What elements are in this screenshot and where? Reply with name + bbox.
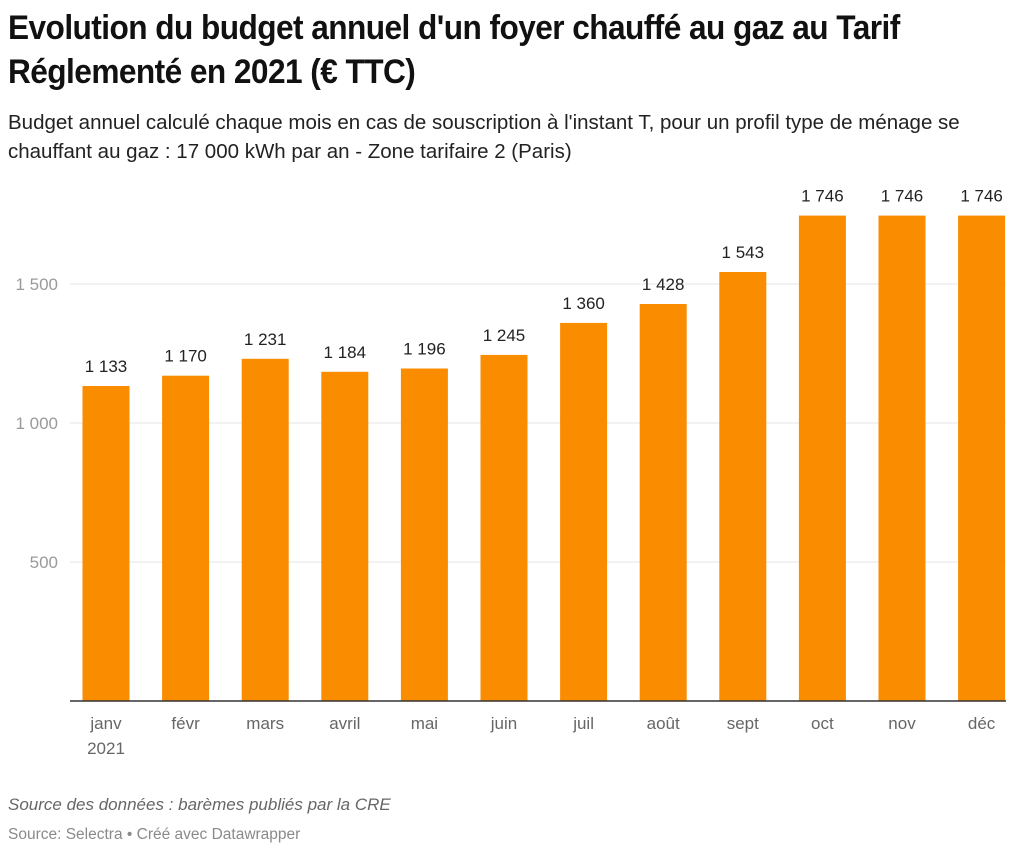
bar <box>321 371 369 701</box>
chart-subtitle: Budget annuel calculé chaque mois en cas… <box>8 111 960 163</box>
grid-lines <box>70 283 1006 563</box>
value-label: 1 746 <box>801 187 844 206</box>
bar <box>82 386 130 701</box>
x-tick-label: nov <box>888 714 916 733</box>
bar <box>719 272 767 701</box>
bars <box>82 215 1006 701</box>
bar <box>400 368 448 701</box>
x-tick-label: mai <box>411 714 438 733</box>
data-source-note: Source des données : barèmes publiés par… <box>8 795 391 814</box>
bar <box>241 358 289 701</box>
y-axis-ticks: 500 1 000 1 500 <box>15 275 58 572</box>
chart-title: Evolution du budget annuel d'un foyer ch… <box>8 9 900 91</box>
bar <box>878 215 926 701</box>
x-axis-labels: janv 2021 févr mars avril mai juin juil août sept… <box>87 714 996 758</box>
bar <box>480 354 528 701</box>
x-tick-label: oct <box>811 714 834 733</box>
bar <box>958 215 1006 701</box>
value-label: 1 543 <box>722 243 765 262</box>
bar <box>162 375 210 701</box>
x-tick-label: avril <box>329 714 360 733</box>
x-tick-label: mars <box>246 714 284 733</box>
x-tick-label: juil <box>572 714 594 733</box>
x-tick-label: juin <box>490 714 517 733</box>
byline: Source: Selectra • Créé avec Datawrapper <box>8 826 301 843</box>
x-tick-label: sept <box>727 714 759 733</box>
value-label: 1 231 <box>244 330 287 349</box>
y-tick-label: 1 000 <box>15 414 58 433</box>
bar <box>560 322 608 701</box>
x-tick-label: févr <box>171 714 200 733</box>
value-label: 1 245 <box>483 326 526 345</box>
value-label: 1 746 <box>881 187 924 206</box>
value-label: 1 184 <box>324 343 367 362</box>
value-label: 1 170 <box>164 347 207 366</box>
y-tick-label: 1 500 <box>15 275 58 294</box>
bar <box>798 215 846 701</box>
value-labels: 1 133 1 170 1 231 1 184 1 196 1 245 1 360 1 428… <box>85 187 1003 376</box>
y-tick-label: 500 <box>30 553 58 572</box>
x-tick-label: janv 2021 <box>87 714 125 758</box>
x-tick-label: août <box>647 714 680 733</box>
value-label: 1 428 <box>642 275 685 294</box>
value-label: 1 133 <box>85 357 128 376</box>
value-label: 1 360 <box>562 294 605 313</box>
value-label: 1 746 <box>960 187 1003 206</box>
bar <box>639 304 687 701</box>
x-tick-label: déc <box>968 714 996 733</box>
value-label: 1 196 <box>403 340 446 359</box>
